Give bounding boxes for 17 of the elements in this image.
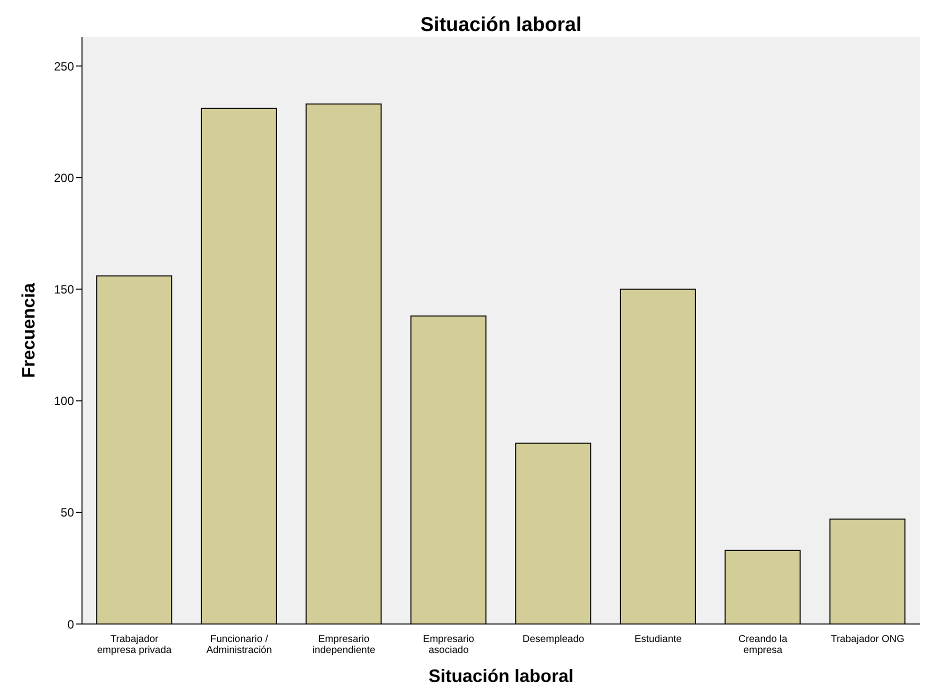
y-axis-title: Frecuencia — [18, 282, 38, 378]
y-tick-label: 50 — [60, 506, 74, 520]
y-tick-label: 0 — [67, 617, 74, 632]
x-tick-label: Estudiante — [634, 634, 682, 645]
chart-title: Situación laboral — [419, 14, 583, 37]
y-tick-label: 250 — [54, 59, 74, 74]
x-axis-title: Situación laboral — [428, 666, 574, 686]
y-tick-label: 200 — [54, 170, 74, 185]
x-tick-label: Creando la empresa — [738, 634, 788, 656]
x-tick-label: Trabajador ONG — [830, 634, 905, 645]
x-tick-label: Desempleado — [522, 634, 585, 645]
x-tick-label: Trabajador empresa privada — [97, 634, 172, 656]
x-tick-label: Funcionario / Administración — [206, 634, 272, 656]
y-tick-label: 150 — [54, 282, 74, 296]
x-tick-label: Empresario independiente — [312, 634, 376, 656]
y-tick-label: 100 — [54, 394, 74, 408]
x-tick-label: Empresario asociado — [423, 634, 475, 656]
